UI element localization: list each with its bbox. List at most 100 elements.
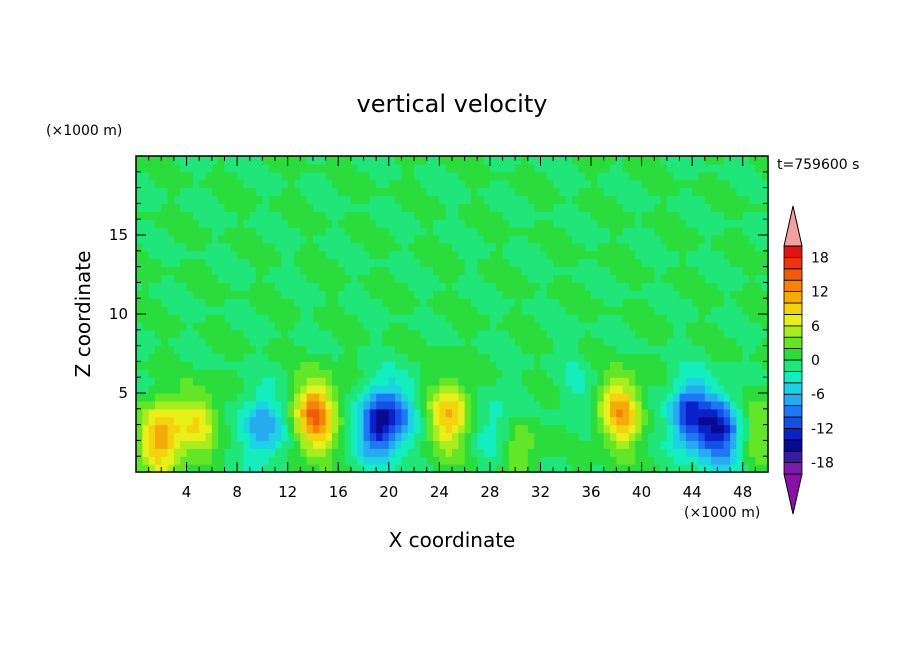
field-cell: [540, 219, 548, 228]
field-cell: [572, 393, 579, 402]
field-cell: [369, 250, 377, 260]
field-cell: [470, 456, 478, 465]
field-cell: [477, 298, 485, 307]
field-cell: [357, 235, 365, 244]
field-cell: [382, 227, 390, 236]
field-cell: [755, 227, 763, 236]
field-cell: [723, 179, 731, 189]
field-cell: [711, 258, 719, 268]
field-cell: [388, 440, 396, 449]
field-cell: [546, 456, 554, 465]
field-cell: [641, 306, 649, 315]
field-cell: [508, 345, 516, 355]
field-cell: [553, 258, 561, 268]
field-cell: [736, 393, 744, 402]
field-cell: [622, 400, 630, 410]
field-cell: [426, 393, 434, 402]
field-cell: [256, 274, 263, 283]
field-cell: [660, 258, 668, 268]
field-cell: [742, 448, 750, 457]
field-cell: [534, 369, 542, 378]
field-cell: [628, 219, 636, 228]
field-cell: [154, 250, 162, 260]
field-cell: [546, 385, 554, 394]
field-cell: [268, 448, 276, 457]
field-cell: [294, 187, 301, 197]
field-cell: [249, 306, 257, 315]
field-cell: [148, 377, 156, 386]
field-cell: [180, 440, 188, 449]
field-cell: [610, 353, 617, 362]
field-cell: [300, 424, 308, 434]
field-cell: [736, 282, 744, 291]
field-cell: [597, 290, 605, 299]
field-cell: [458, 211, 466, 220]
field-cell: [572, 464, 579, 473]
field-cell: [357, 464, 365, 473]
field-cell: [192, 337, 200, 347]
field-cell: [742, 306, 750, 315]
field-cell: [180, 211, 188, 220]
field-cell: [527, 250, 535, 260]
field-cell: [325, 432, 333, 441]
field-cell: [527, 227, 535, 236]
field-cell: [136, 424, 143, 434]
field-cell: [666, 266, 674, 276]
field-cell: [161, 211, 169, 220]
field-cell: [508, 440, 516, 449]
field-cell: [205, 282, 213, 291]
field-cell: [515, 306, 523, 315]
field-cell: [325, 203, 333, 212]
field-cell: [584, 464, 592, 473]
field-cell: [407, 235, 415, 244]
field-cell: [553, 321, 561, 331]
field-cell: [382, 456, 390, 465]
field-cell: [350, 211, 358, 220]
field-cell: [218, 385, 226, 394]
field-cell: [401, 306, 409, 315]
field-cell: [388, 235, 396, 244]
field-cell: [192, 250, 200, 260]
field-cell: [452, 416, 459, 426]
field-cell: [319, 353, 327, 362]
field-cell: [470, 345, 478, 355]
field-cell: [496, 187, 504, 197]
field-cell: [673, 203, 681, 212]
field-cell: [647, 440, 655, 449]
field-cell: [749, 393, 756, 402]
field-cell: [464, 235, 472, 244]
field-cell: [136, 219, 143, 228]
field-cell: [622, 282, 630, 291]
field-cell: [357, 290, 365, 299]
field-cell: [717, 290, 725, 299]
field-cell: [439, 345, 447, 355]
field-cell: [666, 258, 674, 268]
field-cell: [521, 393, 529, 402]
field-cell: [249, 266, 257, 276]
field-cell: [439, 235, 447, 244]
field-cell: [546, 290, 554, 299]
field-cell: [407, 306, 415, 315]
field-cell: [749, 400, 756, 410]
field-cell: [742, 321, 750, 331]
field-cell: [331, 337, 339, 347]
field-cell: [376, 290, 384, 299]
field-cell: [224, 321, 232, 331]
field-cell: [376, 385, 384, 394]
field-cell: [730, 258, 737, 268]
field-cell: [142, 393, 150, 402]
field-cell: [679, 290, 687, 299]
field-cell: [148, 369, 156, 378]
field-cell: [306, 203, 314, 212]
field-cell: [578, 156, 586, 165]
field-cell: [420, 385, 428, 394]
field-cell: [331, 195, 339, 204]
field-cell: [736, 353, 744, 362]
field-cell: [382, 314, 390, 323]
field-cell: [622, 353, 630, 362]
field-cell: [515, 393, 523, 402]
field-cell: [578, 432, 586, 441]
field-cell: [401, 235, 409, 244]
field-cell: [534, 250, 542, 260]
